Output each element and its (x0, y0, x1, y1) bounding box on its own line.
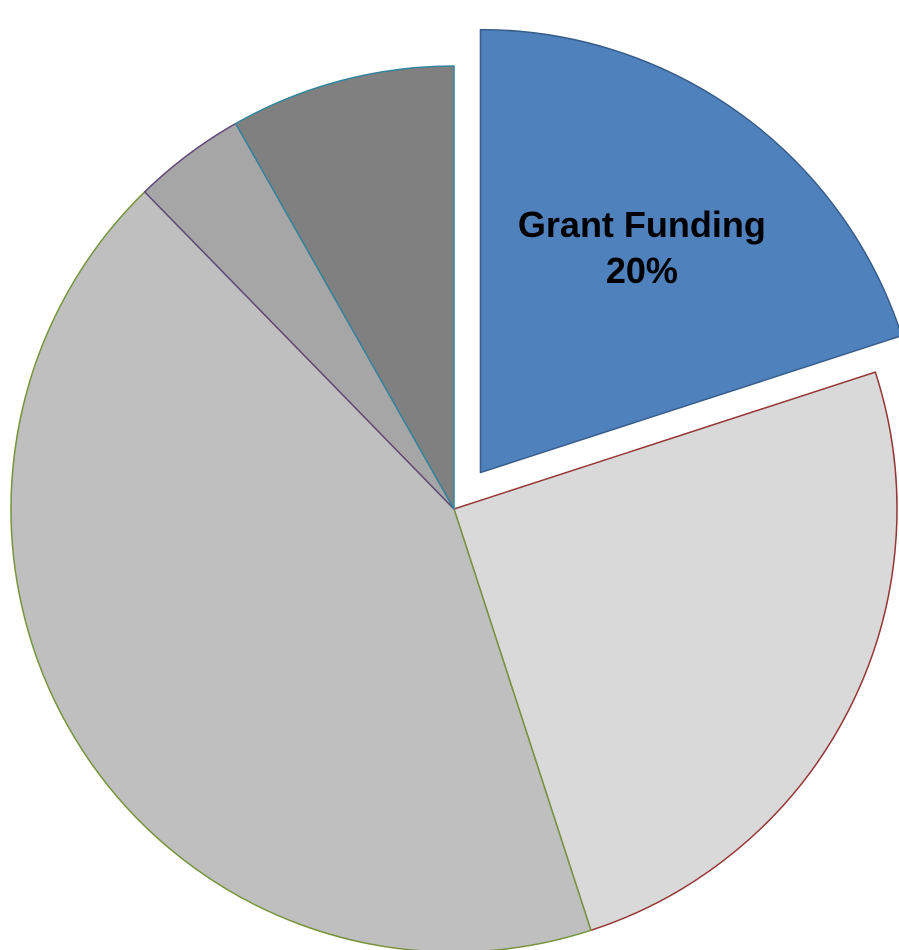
pie-slice-grant-funding (479, 28, 899, 474)
pie-slice-slice-3 (10, 191, 592, 950)
pie-slice-slice-5 (234, 65, 455, 510)
slice-label-grant-funding: Grant Funding (518, 204, 766, 245)
pie-labels: Grant Funding 20% (518, 204, 766, 291)
pie-slice-slice-2 (453, 371, 898, 932)
pie-slices (10, 28, 899, 950)
slice-value-label-grant-funding: 20% (606, 250, 678, 291)
